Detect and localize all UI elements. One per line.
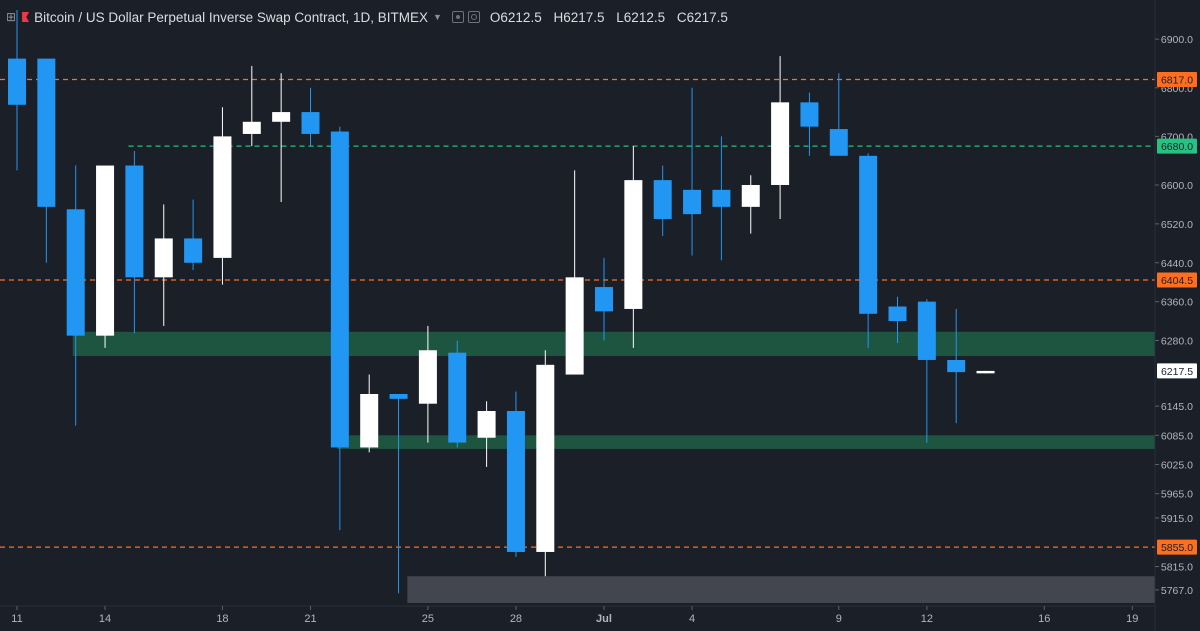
candle-body-1 (37, 58, 56, 207)
x-tick-label-0: 11 (11, 613, 22, 625)
candle-body-13 (389, 393, 408, 399)
close-key: C (676, 9, 687, 25)
symbol-title[interactable]: Bitcoin / US Dollar Perpetual Inverse Sw… (34, 9, 428, 25)
low-value: 6212.5 (623, 9, 666, 25)
candle-body-6 (184, 238, 203, 263)
candle-body-11 (330, 131, 349, 448)
chart-symbol-icon[interactable]: ⊞ (6, 10, 17, 24)
x-tick-label-2: 18 (216, 613, 228, 625)
chart-header: ⊞ Bitcoin / US Dollar Perpetual Inverse … (0, 0, 1155, 34)
candle-body-28 (829, 129, 848, 156)
candle-body-14 (418, 350, 437, 404)
visibility-icon[interactable] (451, 11, 464, 23)
zone-0 (72, 331, 1155, 357)
level-price-tag-2 (1157, 272, 1197, 288)
candle-body-0 (8, 58, 26, 105)
candle-body-12 (360, 393, 379, 448)
settings-icon[interactable] (467, 11, 480, 23)
x-tick-label-3: 21 (304, 613, 316, 625)
close-value: 6217.5 (686, 9, 728, 25)
x-tick-label-9: 12 (921, 613, 933, 625)
level-price-tag-3 (1157, 539, 1197, 555)
low-key: L (616, 9, 624, 25)
candle-body-5 (154, 238, 173, 278)
ohlc-values: O6212.5 H6217.5 L6212.5 C6217.5 (490, 10, 736, 25)
y-tick-label-12: 5915.0 (1161, 513, 1193, 525)
candle-body-18 (536, 364, 555, 552)
y-tick-label-4: 6520.0 (1161, 219, 1193, 231)
price-axis-background (1155, 0, 1200, 631)
y-tick-label-5: 6440.0 (1161, 258, 1193, 270)
candle-body-3 (96, 165, 115, 336)
candle-body-10 (301, 112, 320, 134)
x-tick-label-4: 25 (422, 613, 434, 625)
y-tick-label-6: 6360.0 (1161, 297, 1193, 309)
candle-body-30 (888, 306, 907, 322)
candle-body-19 (565, 277, 584, 375)
y-tick-label-8: 6145.0 (1161, 401, 1193, 413)
candle-body-24 (712, 189, 731, 207)
candle-body-8 (242, 121, 261, 134)
level-price-label-1: 6680.0 (1161, 141, 1193, 153)
y-tick-label-10: 6025.0 (1161, 459, 1193, 471)
x-tick-label-11: 19 (1126, 613, 1138, 625)
y-tick-label-9: 6085.0 (1161, 430, 1193, 442)
candle-body-33 (976, 370, 995, 374)
current-price-tag (1157, 363, 1197, 379)
candle-body-7 (213, 136, 232, 258)
candle-body-26 (771, 102, 790, 185)
candle-body-23 (683, 189, 702, 215)
x-tick-label-8: 9 (836, 613, 842, 625)
x-tick-label-6: Jul (596, 613, 612, 625)
candle-body-27 (800, 102, 819, 127)
candle-body-9 (272, 112, 291, 122)
candle-body-20 (595, 287, 613, 312)
candle-body-21 (624, 180, 643, 309)
candle-body-31 (917, 301, 936, 360)
candle-body-15 (448, 352, 467, 443)
x-tick-label-7: 4 (689, 613, 695, 625)
y-tick-label-3: 6600.0 (1161, 180, 1193, 192)
level-price-label-2: 6404.5 (1161, 275, 1193, 287)
y-tick-label-14: 5767.0 (1161, 585, 1193, 597)
open-value: 6212.5 (500, 9, 542, 25)
candle-body-2 (66, 209, 85, 336)
candle-body-16 (477, 411, 496, 438)
high-key: H (553, 9, 564, 25)
level-price-label-3: 5855.0 (1161, 542, 1193, 554)
y-tick-label-13: 5815.0 (1161, 562, 1193, 574)
x-tick-label-1: 14 (99, 613, 111, 625)
x-tick-label-10: 16 (1038, 613, 1050, 625)
level-price-tag-0 (1157, 72, 1197, 88)
open-key: O (489, 9, 501, 25)
candle-body-29 (859, 155, 878, 314)
exchange-flag-icon (22, 12, 30, 22)
x-tick-label-5: 28 (510, 613, 522, 625)
zone-2 (407, 576, 1156, 603)
candle-body-22 (653, 180, 672, 220)
current-price-label: 6217.5 (1161, 366, 1193, 378)
candle-body-32 (947, 359, 966, 373)
candle-body-25 (741, 184, 760, 207)
candle-body-4 (125, 165, 144, 278)
dropdown-caret-icon[interactable]: ▼ (432, 12, 442, 22)
y-tick-label-11: 5965.0 (1161, 489, 1193, 501)
y-tick-label-7: 6280.0 (1161, 336, 1193, 348)
candle-body-17 (506, 411, 525, 552)
level-price-label-0: 6817.0 (1161, 75, 1193, 87)
level-price-tag-1 (1157, 138, 1197, 154)
high-value: 6217.5 (563, 9, 605, 25)
y-tick-label-0: 6900.0 (1161, 34, 1193, 46)
